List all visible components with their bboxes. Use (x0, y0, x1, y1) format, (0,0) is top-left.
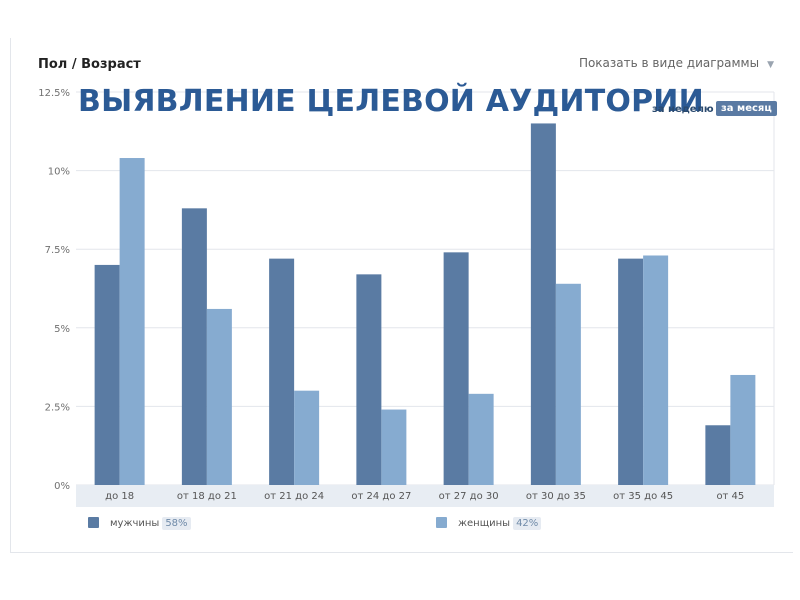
bar-men (181, 208, 207, 485)
y-tick-label: 2.5% (45, 402, 70, 413)
y-tick-label: 10% (48, 167, 70, 178)
legend-item-men[interactable]: мужчины 58% (88, 517, 191, 530)
bar-women (468, 393, 494, 485)
legend-item-women[interactable]: женщины 42% (436, 517, 542, 530)
bar-women (119, 158, 145, 486)
x-tick-label: до 18 (105, 491, 134, 502)
bar-men (705, 425, 731, 485)
bar-men (269, 258, 295, 485)
x-tick-label: от 27 до 30 (439, 491, 499, 502)
bar-men (618, 258, 644, 485)
bar-women (730, 374, 756, 485)
legend-label-men: мужчины (110, 518, 160, 529)
bar-women (555, 283, 581, 485)
bar-men (443, 252, 469, 485)
x-tick-label: от 21 до 24 (264, 491, 324, 502)
bar-women (643, 255, 669, 485)
overlay-title: ВЫЯВЛЕНИЕ ЦЕЛЕВОЙ АУДИТОРИИ (78, 84, 704, 119)
x-axis-band (76, 485, 774, 507)
legend-share-men: 58% (162, 517, 191, 530)
period-week-button[interactable]: за неделю (652, 104, 714, 115)
bar-women (294, 390, 320, 485)
chart-panel (10, 38, 793, 553)
bar-women (206, 308, 232, 485)
y-tick-label: 12.5% (38, 88, 70, 99)
period-month-button[interactable]: за месяц (716, 101, 777, 116)
legend-swatch-men (88, 517, 99, 528)
view-mode-label: Показать в виде диаграммы (578, 56, 760, 70)
y-tick-label: 7.5% (45, 245, 70, 256)
legend-swatch-women (436, 517, 447, 528)
bar-men (530, 123, 556, 485)
y-tick-label: 0% (54, 481, 70, 492)
view-mode-select[interactable]: Показать в виде диаграммы ▼ (579, 56, 774, 70)
x-tick-label: от 35 до 45 (613, 491, 673, 502)
panel-title: Пол / Возраст (38, 57, 141, 72)
x-tick-label: от 45 (716, 491, 744, 502)
bar-men (94, 264, 120, 485)
x-tick-label: от 18 до 21 (177, 491, 237, 502)
chevron-down-icon: ▼ (767, 60, 774, 70)
bar-men (356, 274, 382, 485)
legend-share-women: 42% (513, 517, 542, 530)
x-tick-label: от 24 до 27 (351, 491, 411, 502)
y-tick-label: 5% (54, 324, 70, 335)
legend-label-women: женщины (458, 518, 511, 529)
bar-women (381, 409, 407, 485)
x-tick-label: от 30 до 35 (526, 491, 586, 502)
